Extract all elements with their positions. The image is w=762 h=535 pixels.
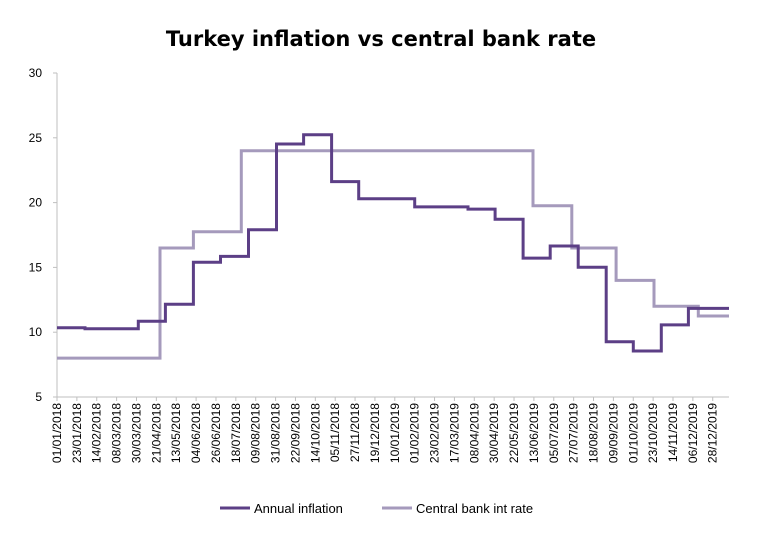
x-tick-label: 18/07/2018: [229, 403, 243, 463]
x-tick-label: 27/11/2018: [348, 403, 362, 462]
x-tick-label: 01/10/2019: [626, 403, 640, 463]
x-tick-label: 23/01/2018: [70, 403, 84, 463]
x-tick-label: 28/12/2019: [706, 403, 720, 463]
x-tick-label: 27/07/2019: [567, 403, 581, 463]
x-tick-label: 09/09/2019: [606, 403, 620, 463]
y-tick-label: 15: [29, 260, 43, 274]
x-tick-label: 01/02/2019: [408, 403, 422, 463]
x-tick-label: 14/02/2018: [90, 403, 104, 463]
x-tick-label: 17/03/2019: [447, 403, 461, 463]
x-tick-label: 30/04/2019: [487, 403, 501, 463]
central-bank-int-rate-line: [57, 149, 729, 360]
x-tick-label: 13/06/2019: [527, 403, 541, 463]
x-tick-label: 18/08/2019: [587, 403, 601, 463]
y-tick-label: 10: [29, 325, 43, 339]
x-tick-label: 01/01/2018: [50, 403, 64, 463]
x-tick-label: 21/04/2018: [149, 403, 163, 463]
x-tick-label: 22/05/2019: [507, 403, 521, 463]
x-tick-label: 30/03/2018: [129, 403, 143, 463]
x-tick-label: 23/02/2019: [428, 403, 442, 463]
x-tick-label: 05/07/2019: [547, 403, 561, 463]
chart-series: [57, 133, 729, 360]
x-tick-label: 10/01/2019: [388, 403, 402, 463]
y-tick-label: 5: [35, 390, 42, 404]
x-tick-label: 09/08/2018: [249, 403, 263, 463]
y-tick-label: 25: [29, 131, 43, 145]
x-tick-label: 08/03/2018: [110, 403, 124, 463]
x-tick-label: 04/06/2018: [189, 403, 203, 463]
legend-label-central-bank-int-rate: Central bank int rate: [416, 501, 533, 516]
x-tick-label: 13/05/2018: [169, 403, 183, 463]
x-tick-label: 19/12/2018: [368, 403, 382, 463]
x-tick-label: 14/11/2019: [666, 403, 680, 462]
chart-title: Turkey inflation vs central bank rate: [166, 27, 596, 51]
x-tick-label: 31/08/2018: [269, 403, 283, 463]
chart-legend: Annual inflation Central bank int rate: [220, 501, 533, 516]
x-tick-label: 05/11/2018: [328, 403, 342, 462]
x-tick-label: 22/09/2018: [288, 403, 302, 463]
legend-label-annual-inflation: Annual inflation: [254, 501, 343, 516]
x-tick-label: 06/12/2019: [686, 403, 700, 463]
annual-inflation-line: [57, 133, 729, 353]
y-tick-label: 20: [29, 196, 43, 210]
x-tick-label: 26/06/2018: [209, 403, 223, 463]
x-tick-label: 14/10/2018: [308, 403, 322, 463]
y-tick-label: 30: [29, 66, 43, 80]
x-tick-label: 23/10/2019: [646, 403, 660, 463]
x-tick-label: 08/04/2019: [467, 403, 481, 463]
chart-axes: 5 10 15 20 25 30 01/01/2018 23/01/2018 14/02/201…: [29, 66, 729, 463]
